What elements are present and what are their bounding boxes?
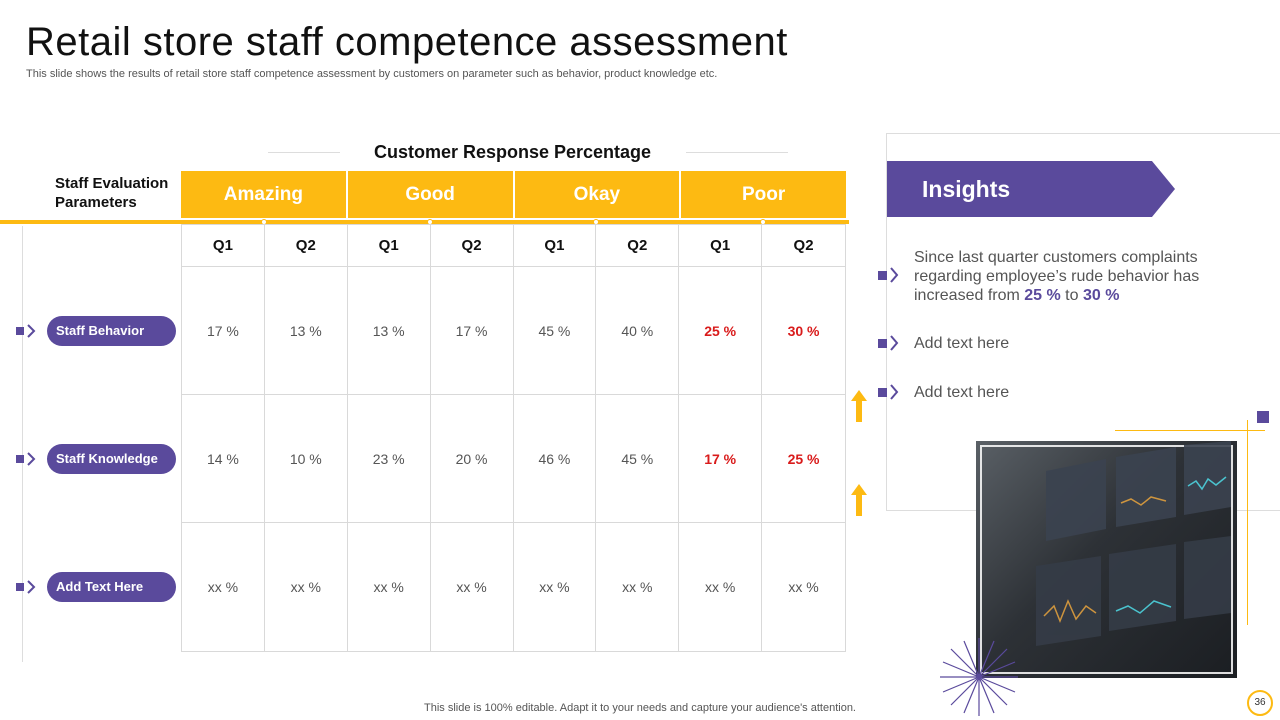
- table-cell: 14 %: [182, 395, 265, 523]
- table-cell: xx %: [679, 523, 763, 651]
- param-header: Staff Evaluation Parameters: [55, 175, 169, 211]
- quarter-header: Q1: [182, 225, 265, 267]
- quarter-header: Q2: [264, 225, 348, 267]
- header-divider: [0, 220, 849, 224]
- table-cell: 17 %: [430, 267, 514, 395]
- slide-subtitle: This slide shows the results of retail s…: [26, 68, 718, 80]
- table-cell: 13 %: [347, 267, 431, 395]
- category-good: Good: [347, 171, 515, 218]
- chevron-marker-icon: [878, 384, 899, 400]
- table-cell-highlight: 17 %: [679, 395, 763, 523]
- row-label-add-text: Add Text Here: [47, 572, 176, 602]
- row-label-staff-knowledge: Staff Knowledge: [47, 444, 176, 474]
- quarter-header: Q1: [679, 225, 763, 267]
- response-table: Q1 Q2 Q1 Q2 Q1 Q2 Q1 Q2 17 % 13 % 13 % 1…: [181, 224, 846, 652]
- table-cell-highlight: 25 %: [762, 395, 845, 523]
- table-cell: xx %: [431, 523, 514, 651]
- table-cell: 23 %: [347, 395, 431, 523]
- arrow-up-icon: [851, 390, 867, 422]
- arrow-up-icon: [851, 484, 867, 516]
- decorative-square: [1257, 411, 1269, 423]
- row-guide-line: [22, 226, 23, 662]
- chevron-marker-icon: [16, 452, 36, 466]
- table-cell: 20 %: [430, 395, 514, 523]
- starburst-decoration: [940, 638, 1018, 716]
- category-poor: Poor: [681, 171, 846, 218]
- quarter-header: Q1: [513, 225, 597, 267]
- table-cell: xx %: [182, 523, 265, 651]
- category-amazing: Amazing: [181, 171, 348, 218]
- chevron-marker-icon: [878, 335, 899, 351]
- table-cell: xx %: [265, 523, 348, 651]
- chevron-marker-icon: [16, 580, 36, 594]
- table-cell: xx %: [788, 579, 819, 595]
- table-cell: xx %: [514, 523, 597, 651]
- quarter-header: Q2: [596, 225, 680, 267]
- table-cell: 13 %: [264, 267, 348, 395]
- table-cell: 46 %: [513, 395, 597, 523]
- slide-footer: This slide is 100% editable. Adapt it to…: [424, 702, 856, 714]
- row-label-staff-behavior: Staff Behavior: [47, 316, 176, 346]
- quarter-header: Q1: [347, 225, 431, 267]
- insights-heading: Insights: [887, 161, 1175, 217]
- slide-title: Retail store staff competence assessment: [26, 20, 788, 64]
- decorative-line: [1247, 420, 1248, 625]
- title-rule-left: [268, 152, 340, 153]
- page-number: 36: [1247, 690, 1273, 716]
- decorative-line: [1115, 430, 1265, 431]
- quarter-header: Q2: [430, 225, 514, 267]
- chevron-marker-icon: [878, 267, 899, 283]
- table-cell-highlight: 30 %: [762, 267, 845, 395]
- category-header-row: Amazing Good Okay Poor: [181, 171, 846, 218]
- insight-item-3: Add text here: [914, 384, 1010, 401]
- insight-item-1: Since last quarter customers complaints …: [914, 249, 1200, 304]
- dashboard-photo: [976, 441, 1237, 678]
- chevron-marker-icon: [16, 324, 36, 338]
- table-cell: 17 %: [182, 267, 265, 395]
- table-cell: xx %: [596, 523, 680, 651]
- table-cell-highlight: 25 %: [679, 267, 763, 395]
- category-okay: Okay: [514, 171, 682, 218]
- table-cell: 10 %: [264, 395, 348, 523]
- table-title: Customer Response Percentage: [373, 142, 652, 162]
- table-cell: 45 %: [596, 395, 680, 523]
- quarter-header: Q2: [762, 225, 845, 267]
- table-cell: 40 %: [596, 267, 680, 395]
- dashboard-screens-illustration: [980, 441, 1233, 674]
- title-rule-right: [686, 152, 788, 153]
- insight-item-2: Add text here: [914, 335, 1010, 352]
- table-cell: xx %: [348, 523, 431, 651]
- table-cell: 45 %: [513, 267, 597, 395]
